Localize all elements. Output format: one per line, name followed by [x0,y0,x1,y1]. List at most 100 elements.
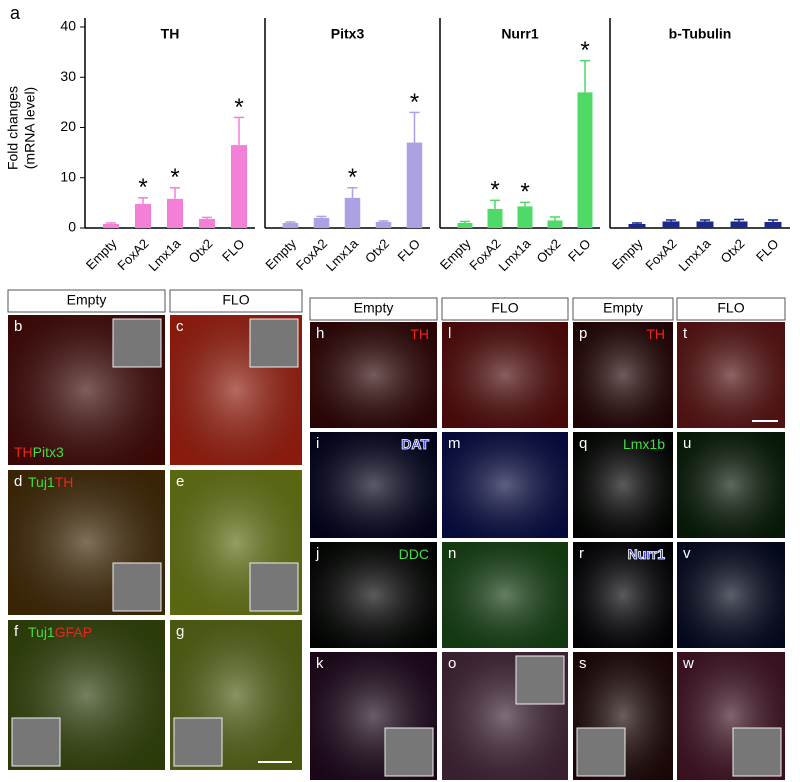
significance-marker: * [138,174,147,201]
stain-label: TH [410,326,429,342]
column-header: FLO [222,292,249,308]
micrograph-texture [677,542,785,648]
panel-label: c [176,318,184,335]
significance-marker: * [580,37,589,64]
stain-label: THPitx3 [14,444,64,460]
stain-name: Pitx3 [33,444,64,460]
stain-name: GFAP [55,624,92,640]
x-tick-label: FLO [395,236,423,264]
x-tick-label: Empty [83,236,120,273]
stain-label: DAT [401,436,429,452]
chart-title: Pitx3 [331,26,365,42]
stain-label: Tuj1TH [28,474,73,490]
y-tick-label: 20 [60,118,76,134]
micrograph-texture [573,542,673,648]
panel-label: b [14,318,22,335]
y-tick-label: 0 [68,219,76,235]
x-tick-label: FLO [219,236,247,264]
bar [577,92,593,228]
significance-marker: * [348,164,357,191]
stain-label: Lmx1b [623,436,665,452]
inset-image [576,727,626,777]
x-tick-label: Otx2 [534,236,564,266]
stain-name: Nurr1 [628,546,666,562]
micrograph-texture [573,322,673,428]
panel-label: h [316,325,324,342]
panel-label: d [14,473,22,490]
panel-label: n [448,545,456,562]
y-tick-label: 30 [60,68,76,84]
micrograph-texture [310,322,437,428]
panel-label: q [579,435,587,452]
bar [730,221,748,228]
stain-name: Tuj1 [28,474,55,490]
micrograph-texture [677,322,785,428]
significance-marker: * [520,179,529,206]
column-header-box [169,289,303,313]
column-header: Empty [354,300,394,316]
x-tick-label: Otx2 [362,236,392,266]
significance-marker: * [170,164,179,191]
bar [764,221,782,228]
x-tick-label: Empty [437,236,474,273]
x-tick-label: Lmx1a [495,235,534,274]
column-header: FLO [717,300,744,316]
bar [199,218,215,228]
column-header: FLO [491,300,518,316]
y-axis-label: Fold changes [5,86,21,170]
column-header: Empty [603,300,643,316]
stain-name: DDC [399,546,429,562]
micrograph-texture [310,542,437,648]
panel-label: r [579,545,584,562]
chart-title: TH [161,26,180,42]
bar [406,142,423,228]
panel-label: k [316,655,324,672]
panel-label: u [683,435,691,452]
bar [167,198,183,228]
micrograph-texture [573,432,673,538]
stain-name: Lmx1b [623,436,665,452]
chart-title: Nurr1 [501,26,539,42]
inset-image [249,318,299,368]
significance-marker: * [234,94,243,121]
panel-label: w [682,655,694,672]
stain-label: TH [646,326,665,342]
significance-marker: * [490,177,499,204]
column-header-box [676,297,786,321]
stain-label: DDC [399,546,429,562]
x-tick-label: FLO [753,236,781,264]
panel-label: e [176,473,184,490]
x-tick-label: Empty [262,236,299,273]
panel-label: v [683,545,691,562]
panel-label: p [579,325,587,342]
column-header-box [572,297,674,321]
micrograph-texture [677,432,785,538]
panel-label: s [579,655,587,672]
panel-label: t [683,325,688,342]
figure-label: a [10,3,21,23]
bar [547,220,563,228]
significance-marker: * [410,89,419,116]
panel-label: m [448,435,461,452]
micrograph-texture [310,432,437,538]
panel-label: l [448,325,451,342]
panel-label: o [448,655,456,672]
stain-name: TH [14,444,33,460]
bar [457,222,473,228]
inset-image [515,655,565,705]
micrograph-texture [442,542,568,648]
panel-label: f [14,623,19,640]
x-tick-label: FoxA2 [642,236,679,273]
y-axis-label: (mRNA level) [22,87,38,169]
stain-name: TH [55,474,74,490]
x-tick-label: Empty [609,236,646,273]
x-tick-label: Lmx1a [145,235,184,274]
panel-label: g [176,623,184,640]
x-tick-label: FLO [565,236,593,264]
inset-image [173,717,223,767]
micrograph-texture [442,432,568,538]
x-tick-label: FoxA2 [114,236,151,273]
bar [282,222,299,228]
bar [696,221,714,228]
